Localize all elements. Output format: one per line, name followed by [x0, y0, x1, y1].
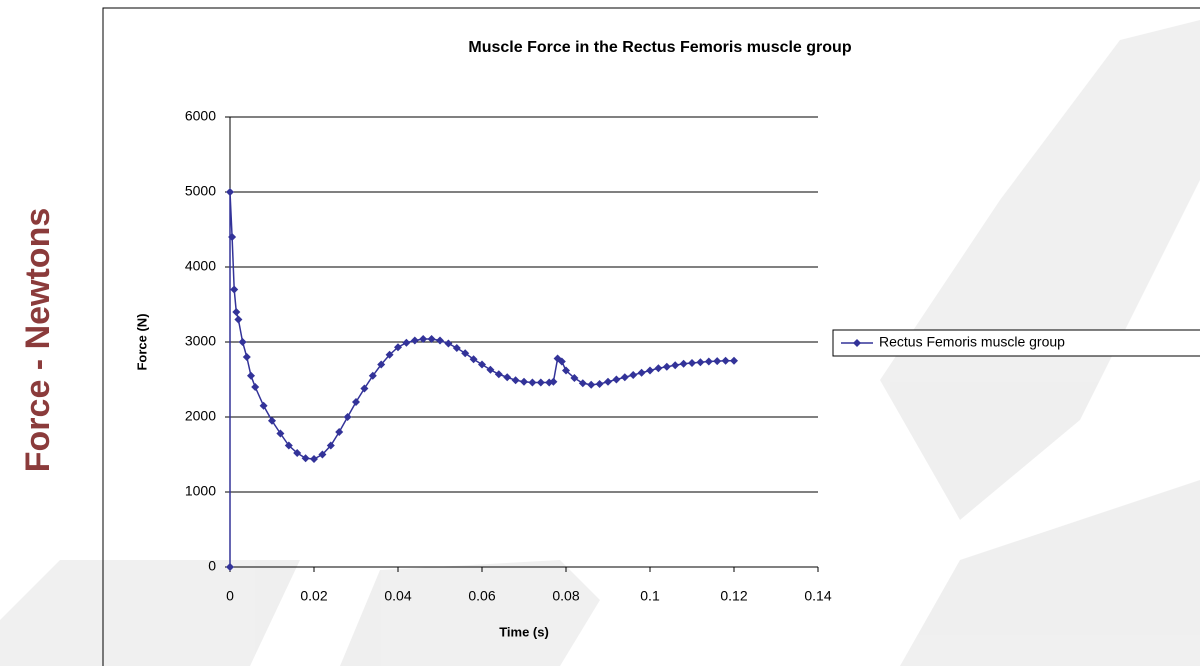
data-point: [646, 367, 654, 375]
y-tick-label: 1000: [185, 483, 216, 499]
x-tick-label: 0.1: [640, 588, 660, 604]
data-point: [638, 369, 646, 377]
data-point: [335, 428, 343, 436]
data-point: [268, 417, 276, 425]
watermark-shape: [0, 560, 300, 666]
data-point: [444, 340, 452, 348]
data-point: [226, 188, 234, 196]
data-point: [654, 364, 662, 372]
data-point: [705, 358, 713, 366]
data-point: [713, 357, 721, 365]
slide: Force - Newtons Muscle Force in the Rect…: [0, 0, 1200, 666]
data-point: [579, 379, 587, 387]
watermark-shape: [340, 560, 600, 666]
data-line: [230, 192, 734, 567]
data-point: [503, 373, 511, 381]
data-point: [629, 371, 637, 379]
data-point: [520, 378, 528, 386]
data-point: [663, 363, 671, 371]
data-point: [528, 379, 536, 387]
data-point: [230, 286, 238, 294]
legend-label: Rectus Femoris muscle group: [879, 334, 1065, 350]
data-point: [587, 381, 595, 389]
data-point: [671, 361, 679, 369]
data-point: [352, 398, 360, 406]
y-tick-label: 4000: [185, 258, 216, 274]
watermark-shape: [880, 20, 1200, 520]
x-tick-label: 0.08: [552, 588, 579, 604]
x-tick-label: 0.14: [804, 588, 831, 604]
data-point: [436, 337, 444, 345]
data-point: [486, 366, 494, 374]
data-point: [537, 379, 545, 387]
data-point: [680, 360, 688, 368]
x-tick-label: 0.04: [384, 588, 411, 604]
x-tick-label: 0.02: [300, 588, 327, 604]
data-point: [478, 361, 486, 369]
data-point: [310, 455, 318, 463]
y-tick-label: 5000: [185, 183, 216, 199]
data-point: [402, 339, 410, 347]
y-tick-label: 0: [208, 558, 216, 574]
slide-label: Force - Newtons: [19, 208, 57, 472]
data-point: [453, 344, 461, 352]
data-point: [234, 316, 242, 324]
x-axis-label: Time (s): [499, 624, 549, 639]
data-point: [251, 383, 259, 391]
data-point: [260, 402, 268, 410]
y-tick-label: 2000: [185, 408, 216, 424]
watermark-shape: [900, 480, 1200, 666]
data-point: [360, 385, 368, 393]
data-point: [621, 373, 629, 381]
x-tick-label: 0: [226, 588, 234, 604]
data-point: [239, 338, 247, 346]
data-point: [688, 359, 696, 367]
data-point: [411, 337, 419, 345]
data-point: [722, 357, 730, 365]
data-point: [243, 353, 251, 361]
data-point: [612, 376, 620, 384]
data-point: [596, 380, 604, 388]
y-tick-label: 3000: [185, 333, 216, 349]
data-point: [495, 370, 503, 378]
data-point: [344, 413, 352, 421]
y-tick-label: 6000: [185, 108, 216, 124]
data-point: [512, 376, 520, 384]
x-tick-label: 0.12: [720, 588, 747, 604]
data-point: [247, 372, 255, 380]
data-point: [302, 454, 310, 462]
chart-title: Muscle Force in the Rectus Femoris muscl…: [468, 39, 851, 56]
data-point: [696, 358, 704, 366]
data-point: [604, 378, 612, 386]
y-axis-label: Force (N): [134, 313, 149, 370]
x-tick-label: 0.06: [468, 588, 495, 604]
data-point: [232, 308, 240, 316]
data-point: [730, 357, 738, 365]
